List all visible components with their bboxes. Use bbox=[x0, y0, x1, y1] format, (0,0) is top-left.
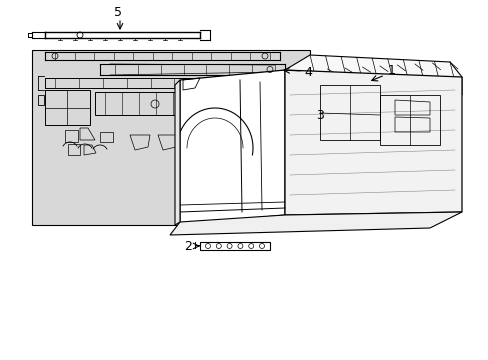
Polygon shape bbox=[285, 70, 461, 215]
Polygon shape bbox=[175, 80, 180, 225]
Text: 2: 2 bbox=[183, 239, 192, 252]
Polygon shape bbox=[170, 212, 461, 235]
Polygon shape bbox=[285, 55, 461, 95]
Polygon shape bbox=[180, 70, 285, 225]
Text: 1: 1 bbox=[387, 63, 395, 77]
Text: 4: 4 bbox=[304, 66, 311, 78]
Polygon shape bbox=[32, 50, 309, 225]
Text: 5: 5 bbox=[114, 5, 122, 18]
Text: 3: 3 bbox=[315, 108, 323, 122]
